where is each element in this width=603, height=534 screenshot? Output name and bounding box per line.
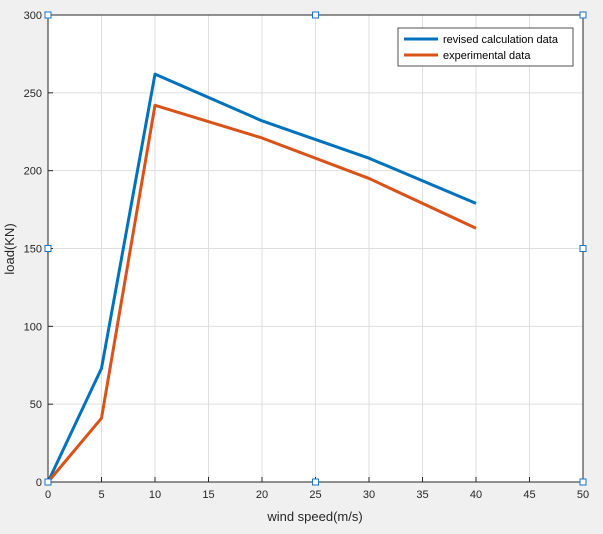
y-tick-label: 50	[30, 399, 42, 411]
axis-ticks: 0 5 10 15 20 25 30 35 40 45 50 0 50 100 150 200 250 300	[24, 10, 589, 501]
resize-handle[interactable]	[44, 245, 52, 252]
resize-handle[interactable]	[44, 11, 52, 19]
legend-label-revised-calculation: revised calculation data	[443, 34, 559, 46]
x-tick-label: 10	[149, 489, 161, 501]
y-tick-label: 250	[24, 88, 42, 100]
x-tick-label: 20	[256, 489, 268, 501]
y-axis-label: load(KN)	[2, 223, 17, 274]
x-tick-label: 5	[98, 489, 104, 501]
y-tick-label: 200	[24, 166, 42, 178]
resize-handle[interactable]	[44, 478, 52, 486]
x-axis-label: wind speed(m/s)	[266, 509, 362, 524]
legend[interactable]: revised calculation data experimental da…	[397, 27, 574, 67]
y-tick-label: 300	[24, 10, 42, 22]
x-tick-label: 25	[309, 489, 321, 501]
x-tick-label: 35	[416, 489, 428, 501]
resize-handle[interactable]	[579, 478, 587, 486]
selection-handles[interactable]	[44, 11, 587, 486]
series-line-0	[46, 72, 477, 483]
x-tick-label: 45	[523, 489, 535, 501]
resize-handle[interactable]	[312, 11, 319, 19]
data-series	[46, 72, 477, 483]
legend-label-experimental: experimental data	[443, 50, 531, 62]
series-line-1	[46, 103, 477, 483]
y-tick-label: 0	[36, 477, 42, 489]
y-tick-label: 150	[24, 244, 42, 256]
x-tick-label: 15	[202, 489, 214, 501]
x-tick-label: 40	[470, 489, 482, 501]
legend-box	[397, 27, 574, 67]
grid-lines	[48, 15, 583, 482]
x-tick-label: 50	[577, 489, 589, 501]
resize-handle[interactable]	[312, 478, 319, 486]
resize-handle[interactable]	[579, 245, 587, 252]
y-tick-label: 100	[24, 321, 42, 333]
x-tick-label: 30	[363, 489, 375, 501]
x-tick-label: 0	[45, 489, 51, 501]
resize-handle[interactable]	[579, 11, 587, 19]
